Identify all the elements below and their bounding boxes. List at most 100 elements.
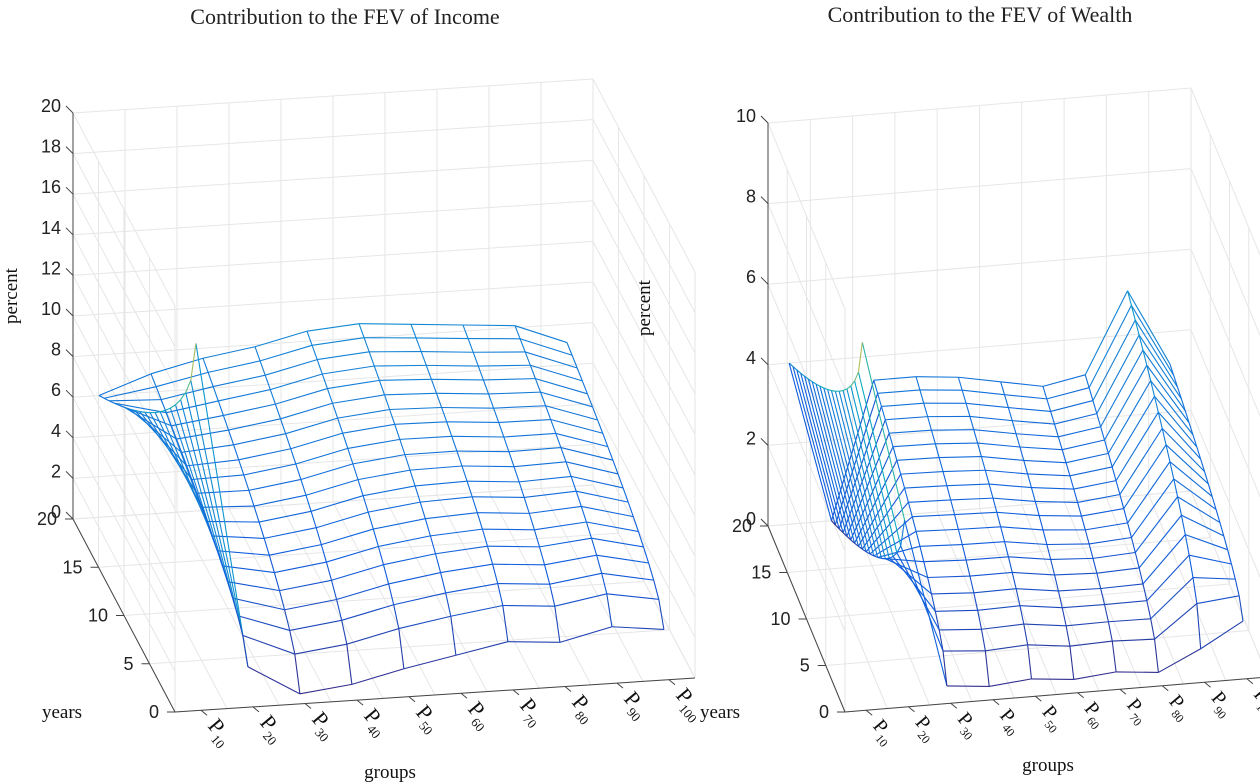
surface-edge <box>877 393 882 407</box>
x-tick-mark <box>1119 688 1127 695</box>
surface-edge <box>253 505 260 523</box>
surface-edge <box>935 609 978 612</box>
surface-edge <box>1088 305 1132 388</box>
surface-edge <box>1169 461 1175 480</box>
surface-edge <box>815 383 821 387</box>
surface-edge <box>1034 501 1040 516</box>
grid-line <box>767 248 1192 285</box>
surface-edge <box>435 545 488 555</box>
y-tick-label: 20 <box>732 516 752 536</box>
surface-edge <box>1057 436 1063 450</box>
surface-edge <box>514 325 568 344</box>
surface-edge <box>430 379 438 394</box>
surface-edge <box>1173 478 1179 497</box>
surface-edge <box>451 436 458 452</box>
surface-edge <box>150 357 204 375</box>
surface-edge <box>858 545 863 550</box>
z-tick-mark <box>760 438 769 446</box>
surface-edge <box>513 461 567 468</box>
surface-edge <box>916 376 959 378</box>
grid-line <box>72 478 176 672</box>
surface-edge <box>228 418 281 431</box>
surface-edge <box>1188 422 1194 435</box>
surface-edge <box>1184 534 1190 556</box>
surface-edge <box>931 592 974 595</box>
surface-edge <box>581 380 588 394</box>
surface-edge <box>834 524 840 530</box>
surface-edge <box>1069 466 1113 477</box>
surface-edge <box>530 364 583 382</box>
x-axis-line <box>174 677 696 713</box>
surface-edge <box>550 418 603 434</box>
surface-edge <box>201 505 255 508</box>
group-tick-label: P80 <box>564 690 602 728</box>
surface-edge <box>207 520 260 523</box>
surface-edge <box>1200 620 1244 650</box>
surface-edge <box>861 548 867 553</box>
surface-edge <box>478 364 531 367</box>
x-tick-mark <box>1077 692 1084 699</box>
surface-edge <box>1127 290 1132 306</box>
surface-edge <box>477 365 484 381</box>
surface-edge <box>166 400 219 414</box>
surface-edge <box>399 439 406 455</box>
surface-edge <box>1177 387 1182 400</box>
x-tick-mark <box>512 689 520 696</box>
surface-edge <box>1042 374 1086 387</box>
surface-edge <box>1192 577 1198 604</box>
surface-edge <box>800 372 844 533</box>
surface-edge <box>591 406 599 421</box>
surface-edge <box>900 473 906 489</box>
surface-edge <box>321 528 374 546</box>
surface-edge <box>170 425 178 440</box>
x-tick-mark <box>668 679 676 686</box>
surface-edge <box>1111 466 1117 481</box>
surface-edge <box>560 447 567 463</box>
surface-edge <box>981 456 1024 461</box>
surface-edge <box>850 539 855 544</box>
surface-edge <box>508 446 561 453</box>
surface-edge <box>1115 411 1159 481</box>
surface-edge <box>935 442 978 445</box>
surface-edge <box>538 546 546 565</box>
y-tick-label: 0 <box>819 702 829 722</box>
surface-edge <box>617 473 624 489</box>
x-tick-mark <box>356 699 364 706</box>
surface-edge <box>854 542 859 547</box>
group-tick-label: P100 <box>1246 684 1260 723</box>
surface-edge <box>1089 536 1132 545</box>
group-tick-label: P60 <box>460 696 498 734</box>
surface-edge <box>1084 529 1090 545</box>
surface-edge <box>606 593 613 627</box>
y-tick-label: 0 <box>149 702 159 722</box>
surface-edge <box>155 371 209 388</box>
surface-edge <box>900 470 944 475</box>
surface-edge <box>155 411 161 414</box>
surface-edge <box>989 483 1032 489</box>
surface-edge <box>175 438 183 453</box>
surface-edge <box>846 385 852 390</box>
surface-edge <box>502 604 555 607</box>
surface-edge <box>488 391 541 395</box>
surface-edge <box>549 584 556 607</box>
surface-edge <box>540 391 593 408</box>
surface-edge <box>1096 334 1140 414</box>
surface-edge <box>930 429 936 444</box>
surface-edge <box>544 564 551 585</box>
surface-edge <box>202 358 209 373</box>
surface-edge <box>1211 496 1217 510</box>
surface-edge <box>961 390 967 404</box>
surface-edge <box>461 465 468 482</box>
surface-edge <box>892 552 898 557</box>
surface-edge <box>476 512 483 530</box>
surface-edge <box>1027 473 1032 488</box>
surface-edge <box>1096 567 1140 574</box>
surface-edge <box>1154 603 1198 640</box>
surface-edge <box>507 641 560 643</box>
z-tick-label: 6 <box>51 380 61 400</box>
grid-line <box>72 78 594 114</box>
surface-edge <box>331 403 339 419</box>
surface-edge <box>1004 394 1047 400</box>
surface-edge <box>382 564 390 585</box>
surface-edge <box>938 629 944 652</box>
